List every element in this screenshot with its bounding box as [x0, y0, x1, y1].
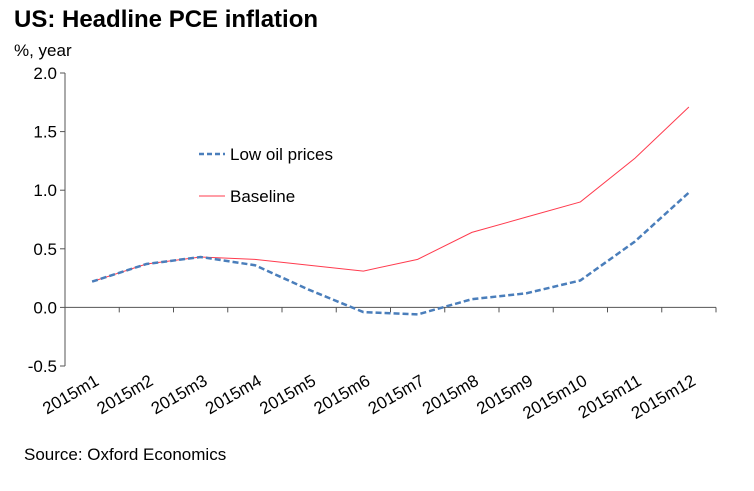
x-tick-label: 2015m5 [256, 371, 319, 418]
y-tick-label: 1.0 [33, 181, 57, 200]
y-tick-label: 0.0 [33, 298, 57, 317]
x-tick-label: 2015m4 [202, 371, 265, 418]
x-tick-label: 2015m3 [148, 371, 211, 418]
x-tick-label: 2015m8 [419, 371, 482, 418]
legend: Low oil prices Baseline [199, 145, 333, 206]
chart-title: US: Headline PCE inflation [14, 6, 318, 33]
y-tick-label: -0.5 [28, 357, 57, 376]
series-line-low-oil-prices [92, 193, 689, 315]
legend-label-low-oil: Low oil prices [230, 145, 333, 164]
y-tick-label: 1.5 [33, 123, 57, 142]
x-tick-label: 2015m1 [39, 371, 102, 418]
source-note: Source: Oxford Economics [24, 445, 226, 464]
y-axis-label: %, year [14, 41, 72, 60]
x-tick-label: 2015m2 [94, 371, 157, 418]
x-tick-label: 2015m6 [311, 371, 374, 418]
y-tick-label: 2.0 [33, 64, 57, 83]
legend-label-baseline: Baseline [230, 187, 295, 206]
x-tick-label: 2015m7 [365, 371, 428, 418]
y-tick-label: 0.5 [33, 240, 57, 259]
series-line-baseline [92, 107, 689, 282]
